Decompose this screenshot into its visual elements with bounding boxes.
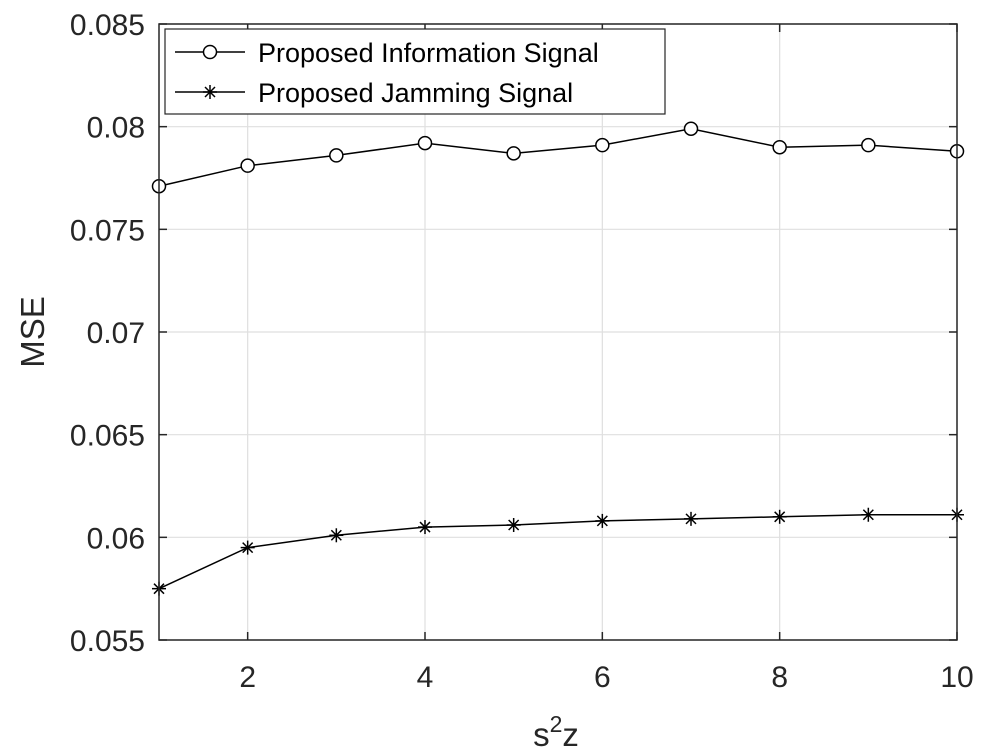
x-axis-label-base: s — [533, 716, 550, 753]
axis-ticks: 2 4 6 8 10 0.055 0.06 0.065 0.07 0.075 0.08 0.085 — [70, 9, 974, 694]
y-tick-label: 0.06 — [87, 522, 145, 555]
data-point-jamming — [418, 520, 432, 535]
data-point-jamming — [772, 509, 787, 524]
data-point-information — [595, 137, 610, 153]
star-stroke — [419, 521, 431, 533]
series-line-jamming — [158, 513, 957, 590]
series-layer — [151, 121, 965, 596]
data-point-jamming — [861, 507, 876, 522]
star-stroke — [242, 542, 254, 554]
data-point-information — [772, 139, 787, 155]
data-point-information — [417, 135, 433, 151]
x-tick-label: 6 — [594, 661, 611, 694]
y-tick-label: 0.07 — [87, 317, 145, 350]
star-stroke — [596, 515, 608, 527]
y-tick-label: 0.055 — [70, 625, 145, 658]
x-tick-label: 4 — [417, 661, 434, 694]
star-stroke — [774, 511, 786, 523]
y-tick-label: 0.08 — [87, 112, 145, 145]
data-point-information — [683, 121, 699, 136]
data-point-jamming — [240, 540, 255, 555]
data-point-information — [506, 146, 521, 161]
series-line-information — [158, 127, 958, 187]
x-axis-label: s2z — [533, 711, 579, 753]
legend-label-jamming: Proposed Jamming Signal — [258, 78, 573, 108]
star-stroke — [862, 509, 874, 521]
x-tick-label: 2 — [239, 661, 256, 694]
x-axis-label-superscript: 2 — [550, 711, 563, 737]
x-tick-label: 10 — [940, 661, 973, 694]
star-stroke — [330, 529, 342, 541]
star-stroke — [685, 513, 697, 525]
star-stroke — [508, 519, 520, 531]
data-point-information — [329, 148, 344, 163]
x-axis-label-subscript: z — [562, 716, 579, 753]
data-point-jamming — [506, 518, 521, 533]
legend-marker-jamming-star — [203, 85, 217, 99]
data-point-jamming — [595, 513, 610, 528]
legend-marker-information-circle — [202, 44, 218, 60]
y-tick-label: 0.065 — [70, 420, 145, 453]
legend: Proposed Information Signal Proposed Jam… — [164, 28, 666, 115]
data-point-jamming — [329, 528, 344, 543]
data-point-information — [240, 158, 255, 173]
data-point-information — [861, 137, 876, 153]
series-information — [151, 121, 965, 194]
legend-box — [164, 28, 666, 115]
y-tick-label: 0.085 — [70, 9, 145, 42]
legend-label-information: Proposed Information Signal — [258, 38, 599, 68]
y-tick-label: 0.075 — [70, 214, 145, 247]
data-point-jamming — [684, 511, 698, 526]
x-tick-label: 8 — [771, 661, 788, 694]
y-axis-label: MSE — [14, 296, 51, 368]
